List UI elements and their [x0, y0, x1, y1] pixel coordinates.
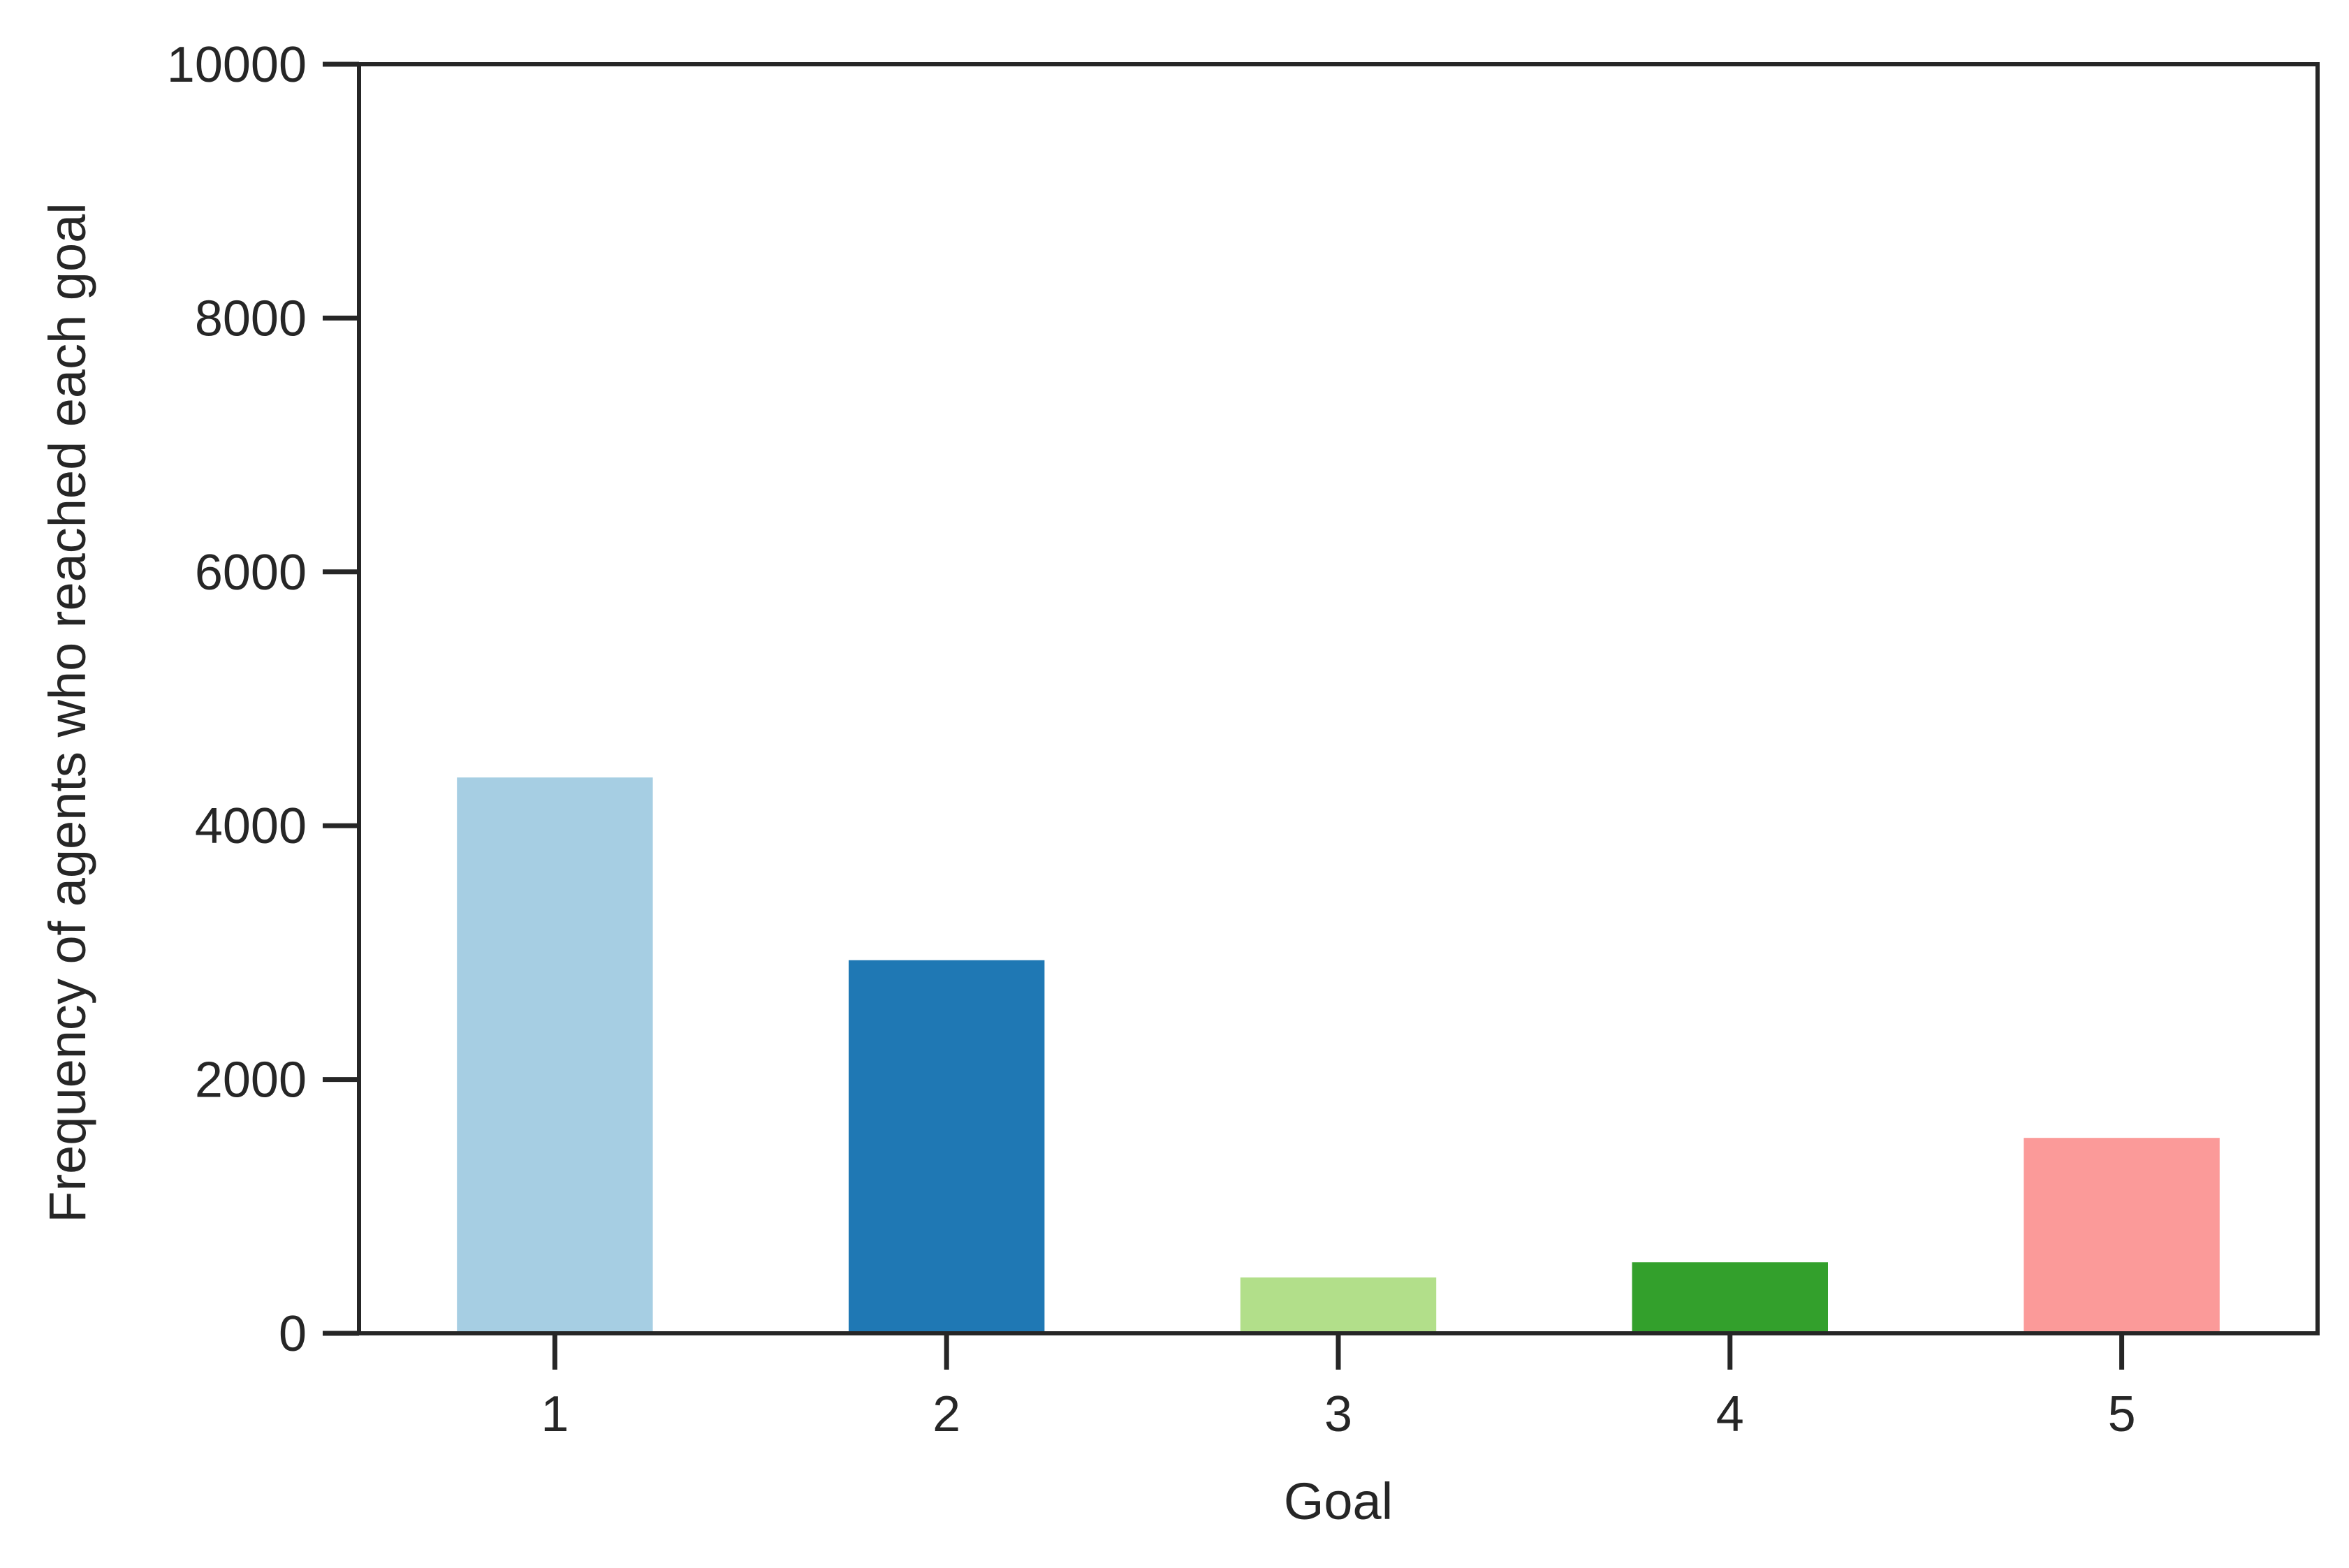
y-tick-label: 2000 — [195, 1053, 307, 1108]
x-tick-label: 1 — [541, 1386, 569, 1442]
y-axis-title: Frequency of agents who reached each goa… — [38, 203, 96, 1222]
bars-group — [457, 777, 2220, 1333]
y-axis-ticks: 0 2000 4000 6000 8000 10000 — [167, 37, 359, 1362]
y-tick-label: 10000 — [167, 37, 307, 93]
bar-goal-1 — [457, 777, 653, 1333]
x-tick-label: 3 — [1324, 1386, 1352, 1442]
x-tick-label: 5 — [2108, 1386, 2136, 1442]
y-tick-label: 6000 — [195, 545, 307, 601]
y-tick-label: 4000 — [195, 798, 307, 854]
y-tick-label: 0 — [279, 1306, 307, 1362]
y-tick-label: 8000 — [195, 291, 307, 346]
plot-frame — [357, 62, 2320, 1335]
bar-goal-4 — [1632, 1262, 1828, 1333]
bar-goal-5 — [2024, 1138, 2220, 1333]
x-axis-ticks: 1 2 3 4 5 — [541, 1333, 2136, 1442]
bar-goal-2 — [849, 960, 1045, 1333]
bar-goal-3 — [1240, 1277, 1437, 1333]
x-tick-label: 2 — [932, 1386, 960, 1442]
x-tick-label: 4 — [1716, 1386, 1744, 1442]
x-axis-title: Goal — [1284, 1472, 1393, 1530]
